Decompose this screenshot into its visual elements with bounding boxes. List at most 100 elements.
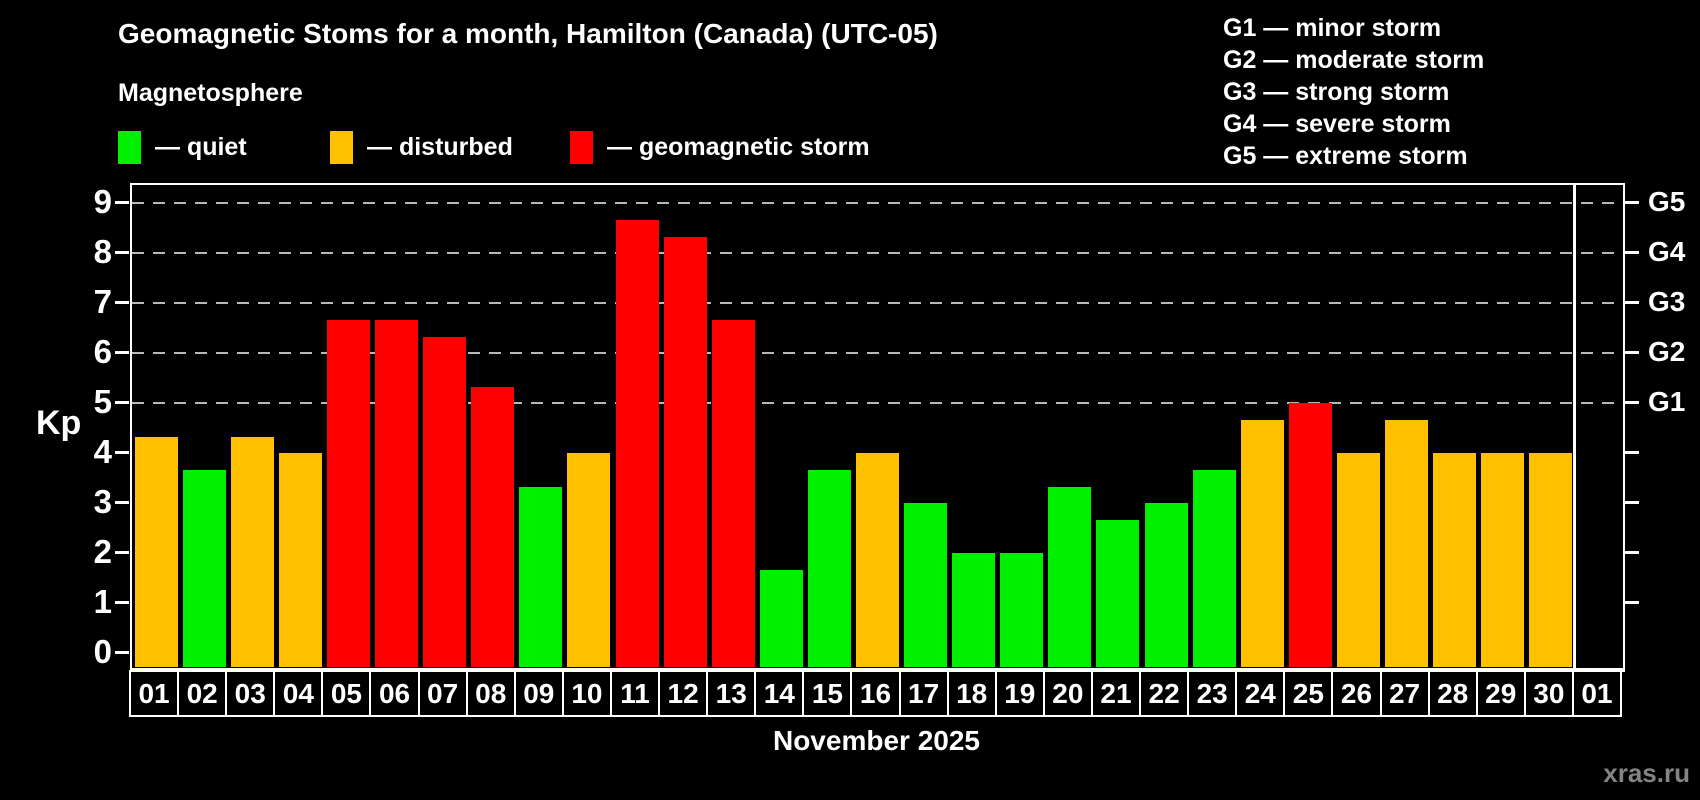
legend-item-quiet: — quiet [118,131,247,164]
y-tick-right-3 [1625,501,1639,504]
bar-day-16 [856,453,899,667]
bar-day-20 [1048,486,1092,667]
quiet-swatch [118,131,141,164]
y-tick-label-9: 9 [93,183,112,220]
bar-day-14 [759,569,803,667]
gridline-kp-9 [132,202,1623,204]
legend-label-disturbed: — disturbed [367,133,513,161]
day-label-25: 25 [1283,670,1334,717]
day-label-23: 23 [1187,670,1238,717]
bar-day-13 [711,319,755,667]
bar-day-06 [375,319,419,667]
gridline-kp-8 [132,252,1623,254]
plot-area [130,183,1625,672]
day-label-21: 21 [1090,670,1142,717]
day-label-06: 06 [369,670,420,717]
day-label-02: 02 [177,670,228,717]
day-label-20: 20 [1042,670,1093,717]
g-legend-line-5: G5 — extreme storm [1223,142,1468,170]
chart-title: Geomagnetic Stoms for a month, Hamilton … [118,18,938,49]
g-scale-legend: G1 — minor storm G2 — moderate storm G3 — … [1223,12,1484,172]
gridline-kp-7 [132,302,1623,304]
bar-day-23 [1192,469,1236,667]
day-label-04: 04 [273,670,324,717]
g-label-G2: G2 [1648,336,1686,367]
g-legend-line-1: G1 — minor storm [1223,14,1442,42]
bar-day-05 [326,319,370,667]
day-label-22: 22 [1139,670,1190,717]
storm-swatch [570,131,593,164]
bar-day-10 [567,453,611,667]
bar-day-29 [1481,453,1525,667]
day-label-30: 30 [1523,670,1574,717]
g-legend-line-4: G4 — severe storm [1223,110,1451,138]
legend-item-disturbed: — disturbed [330,131,513,164]
g-legend-line-2: G2 — moderate storm [1223,46,1485,74]
y-tick-left-6 [115,351,129,354]
y-tick-left-9 [115,201,129,204]
day-label-14: 14 [754,670,805,717]
day-label-next-01: 01 [1571,670,1622,717]
bar-day-25 [1288,403,1332,667]
y-tick-left-5 [115,401,129,404]
next-month-separator [1573,185,1577,668]
legend-label-storm: — geomagnetic storm [607,133,870,161]
bar-day-07 [423,336,467,667]
g-label-G5: G5 [1648,186,1686,217]
g-label-G3: G3 [1648,286,1686,317]
y-tick-label-6: 6 [93,333,112,370]
day-label-09: 09 [513,670,564,717]
y-tick-right-2 [1625,551,1639,554]
day-label-29: 29 [1475,670,1526,717]
day-label-07: 07 [417,670,468,717]
day-label-24: 24 [1235,670,1286,717]
y-tick-right-7 [1625,301,1639,304]
day-label-16: 16 [850,670,901,717]
y-tick-label-7: 7 [93,283,112,320]
bar-day-09 [519,486,563,667]
y-tick-left-7 [115,301,129,304]
day-label-15: 15 [802,670,853,717]
bar-day-28 [1433,453,1477,667]
y-tick-right-9 [1625,201,1639,204]
y-tick-label-0: 0 [93,633,112,670]
legend-item-storm: — geomagnetic storm [570,131,870,164]
day-label-11: 11 [609,670,661,717]
y-axis-title: Kp [36,404,82,442]
y-tick-right-1 [1625,601,1639,604]
bar-day-12 [663,236,707,667]
y-tick-left-1 [115,601,129,604]
bar-day-26 [1336,453,1380,667]
bar-day-01 [134,436,178,667]
y-tick-right-4 [1625,451,1639,454]
y-tick-label-8: 8 [93,233,112,270]
bar-day-21 [1096,519,1140,667]
day-label-18: 18 [946,670,997,717]
day-label-05: 05 [321,670,372,717]
g-legend-line-3: G3 — strong storm [1223,78,1450,106]
gridline-kp-5 [132,402,1623,404]
day-label-27: 27 [1379,670,1430,717]
bar-day-18 [952,553,996,667]
bar-day-24 [1240,419,1284,667]
g-label-G4: G4 [1648,236,1686,267]
y-tick-right-8 [1625,251,1639,254]
y-tick-left-4 [115,451,129,454]
bar-day-03 [230,436,274,667]
y-tick-left-3 [115,501,129,504]
bar-day-11 [615,219,659,667]
bar-day-27 [1385,419,1429,667]
bar-day-08 [471,386,515,667]
day-label-12: 12 [658,670,709,717]
disturbed-swatch [330,131,353,164]
bar-day-22 [1144,503,1188,667]
bar-day-04 [278,453,322,667]
bar-day-30 [1529,453,1573,667]
y-tick-right-6 [1625,351,1639,354]
y-tick-right-5 [1625,401,1639,404]
y-tick-left-0 [115,651,129,654]
y-tick-label-5: 5 [93,383,112,420]
day-label-28: 28 [1427,670,1478,717]
y-tick-label-2: 2 [93,533,112,570]
